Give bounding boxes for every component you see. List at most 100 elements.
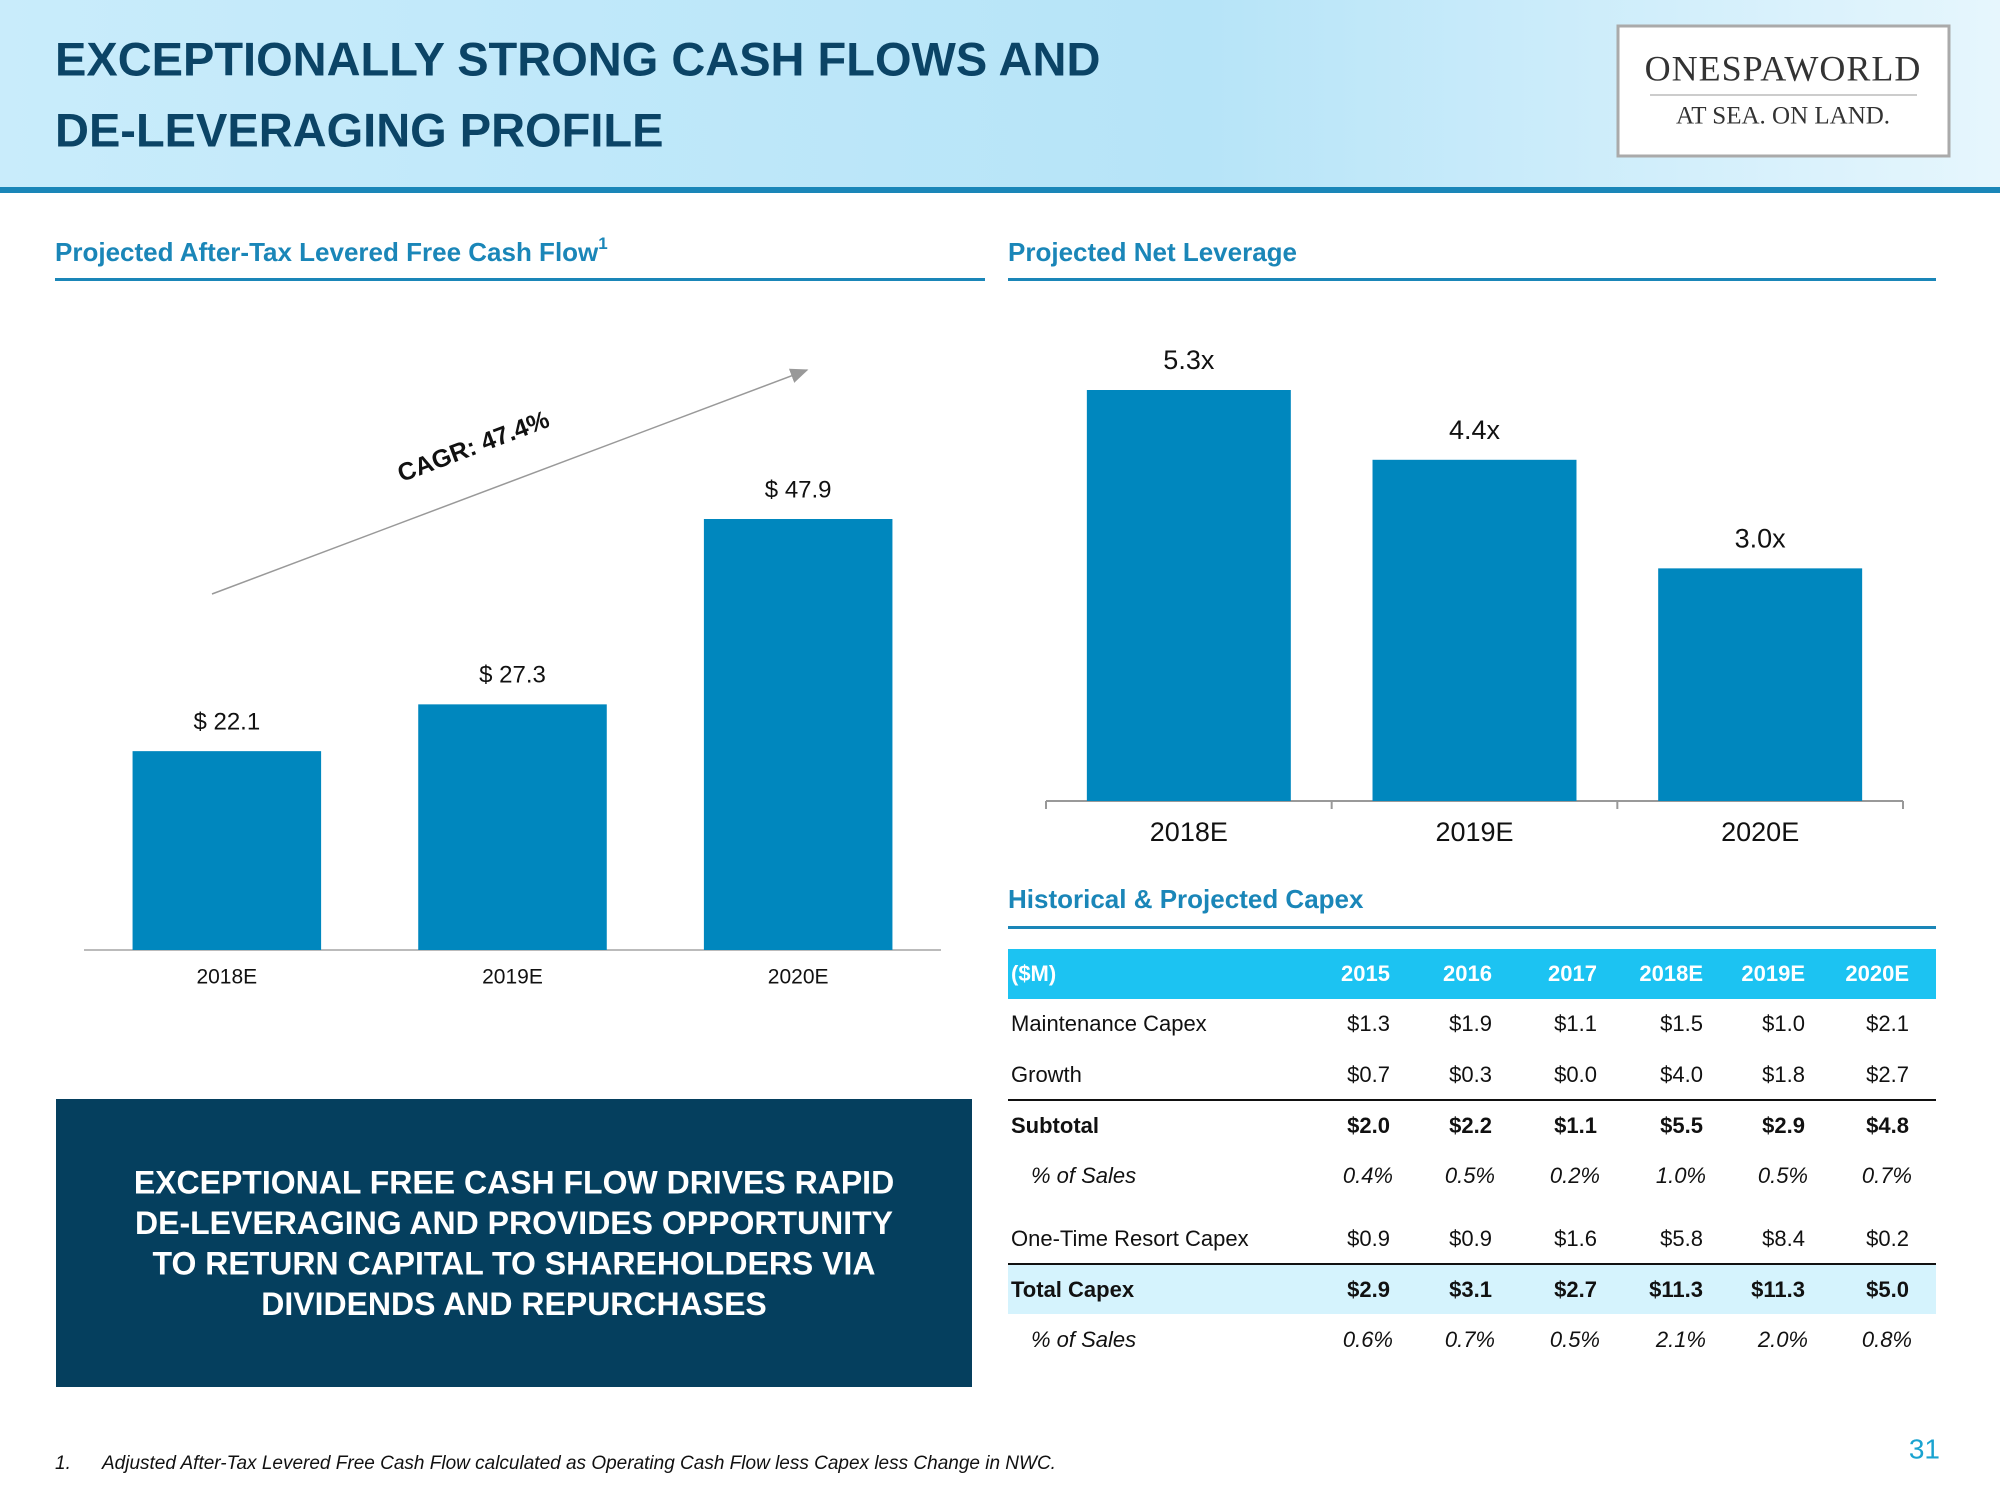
table-cell: $2.7 [1866, 1062, 1909, 1087]
table-cell: 0.6% [1343, 1327, 1393, 1352]
table-cell: $0.9 [1449, 1226, 1492, 1251]
table-cell: 0.5% [1758, 1163, 1808, 1188]
table-cell: $3.1 [1449, 1277, 1492, 1302]
table-cell: $11.3 [1649, 1277, 1703, 1302]
table-title: Historical & Projected Capex [1008, 884, 1364, 914]
chart-title: Projected After-Tax Levered Free Cash Fl… [55, 234, 608, 266]
table-cell: $2.9 [1347, 1277, 1390, 1302]
table-cell: $1.6 [1554, 1226, 1597, 1251]
logo-name: ONESPAWORLD [1645, 48, 1922, 88]
table-cell: $4.8 [1866, 1113, 1909, 1138]
row-label: Total Capex [1011, 1277, 1135, 1302]
table-cell: $2.0 [1347, 1113, 1390, 1138]
table-cell: $0.9 [1347, 1226, 1390, 1251]
table-cell: $1.0 [1762, 1011, 1805, 1036]
callout-line: EXCEPTIONAL FREE CASH FLOW DRIVES RAPID [134, 1164, 894, 1200]
table-cell: $1.8 [1762, 1062, 1805, 1087]
table-cell: 0.7% [1445, 1327, 1495, 1352]
row-label: Growth [1011, 1062, 1082, 1087]
callout-line: DE-LEVERAGING AND PROVIDES OPPORTUNITY [135, 1205, 893, 1241]
row-label: One-Time Resort Capex [1011, 1226, 1249, 1251]
table-cell: $1.9 [1449, 1011, 1492, 1036]
table-cell: 2.0% [1757, 1327, 1808, 1352]
data-label: 5.3x [1163, 345, 1215, 375]
table-cell: $2.9 [1762, 1113, 1805, 1138]
bar [703, 519, 893, 950]
section-rule [1008, 926, 1936, 929]
table-cell: 2.1% [1655, 1327, 1706, 1352]
chart-title-text: Projected After-Tax Levered Free Cash Fl… [55, 237, 599, 267]
title-line: DE-LEVERAGING PROFILE [55, 103, 663, 156]
table-header-bg [1008, 949, 1936, 999]
table-cell: $2.2 [1449, 1113, 1492, 1138]
table-cell: $4.0 [1660, 1062, 1703, 1087]
table-cell: $1.1 [1554, 1113, 1597, 1138]
table-cell: 1.0% [1656, 1163, 1706, 1188]
table-header: 2019E [1741, 961, 1805, 986]
bar [1658, 568, 1863, 801]
row-label: Subtotal [1011, 1113, 1099, 1138]
table-header: 2020E [1845, 961, 1909, 986]
table-cell: 0.7% [1862, 1163, 1912, 1188]
table-header: 2016 [1443, 961, 1492, 986]
x-tick-label: 2019E [482, 966, 543, 989]
table-cell: $5.0 [1866, 1277, 1909, 1302]
row-label: % of Sales [1031, 1327, 1136, 1352]
header-rule [0, 187, 2000, 193]
x-tick-label: 2020E [1721, 817, 1799, 847]
table-cell: $2.7 [1554, 1277, 1597, 1302]
bar [132, 751, 322, 950]
x-tick-label: 2019E [1435, 817, 1513, 847]
bar [418, 704, 607, 950]
callout-line: TO RETURN CAPITAL TO SHAREHOLDERS VIA [152, 1245, 875, 1281]
table-cell: 0.5% [1550, 1327, 1600, 1352]
table-cell: $0.7 [1347, 1062, 1390, 1087]
callout-line: DIVIDENDS AND REPURCHASES [261, 1286, 767, 1322]
table-header: 2017 [1548, 961, 1597, 986]
table-cell: $11.3 [1751, 1277, 1805, 1302]
data-label: $ 27.3 [479, 662, 546, 689]
table-cell: $1.5 [1660, 1011, 1703, 1036]
footnote-number: 1. [55, 1453, 71, 1474]
table-cell: $0.3 [1449, 1062, 1492, 1087]
table-cell: $1.3 [1347, 1011, 1390, 1036]
table-cell: 0.4% [1343, 1163, 1393, 1188]
page-number: 31 [1909, 1433, 1940, 1464]
bar [1372, 459, 1577, 801]
row-label: % of Sales [1031, 1163, 1136, 1188]
cagr-arrow [211, 368, 809, 595]
section-rule [1008, 278, 1936, 281]
logo-tagline: AT SEA. ON LAND. [1676, 103, 1890, 130]
table-header: 2015 [1341, 961, 1390, 986]
table-cell: $0.0 [1554, 1062, 1597, 1087]
table-cell: 0.5% [1445, 1163, 1495, 1188]
table-cell: $5.5 [1660, 1113, 1703, 1138]
total-row-bg [1008, 1265, 1936, 1314]
x-tick-label: 2020E [768, 966, 829, 989]
row-label: Maintenance Capex [1011, 1011, 1207, 1036]
section-rule [55, 278, 985, 281]
data-label: $ 22.1 [193, 708, 260, 735]
table-cell: 0.8% [1862, 1327, 1912, 1352]
table-header: ($M) [1011, 961, 1056, 986]
table-header: 2018E [1639, 961, 1703, 986]
callout-box [56, 1099, 972, 1387]
data-label: $ 47.9 [765, 476, 832, 503]
x-tick-label: 2018E [1150, 817, 1228, 847]
table-cell: 0.2% [1550, 1163, 1600, 1188]
chart-title: Projected Net Leverage [1008, 237, 1297, 267]
table-cell: $1.1 [1554, 1011, 1597, 1036]
data-label: 4.4x [1449, 415, 1501, 445]
table-cell: $5.8 [1660, 1226, 1703, 1251]
table-cell: $8.4 [1762, 1226, 1805, 1251]
bar [1086, 390, 1291, 801]
table-cell: $2.1 [1866, 1011, 1909, 1036]
annotation: CAGR: 47.4% [394, 405, 553, 487]
superscript: 1 [598, 234, 607, 253]
x-tick-label: 2018E [196, 966, 257, 989]
title-line: EXCEPTIONALLY STRONG CASH FLOWS AND [55, 32, 1100, 85]
data-label: 3.0x [1735, 523, 1787, 553]
footnote-text: Adjusted After-Tax Levered Free Cash Flo… [101, 1453, 1056, 1474]
